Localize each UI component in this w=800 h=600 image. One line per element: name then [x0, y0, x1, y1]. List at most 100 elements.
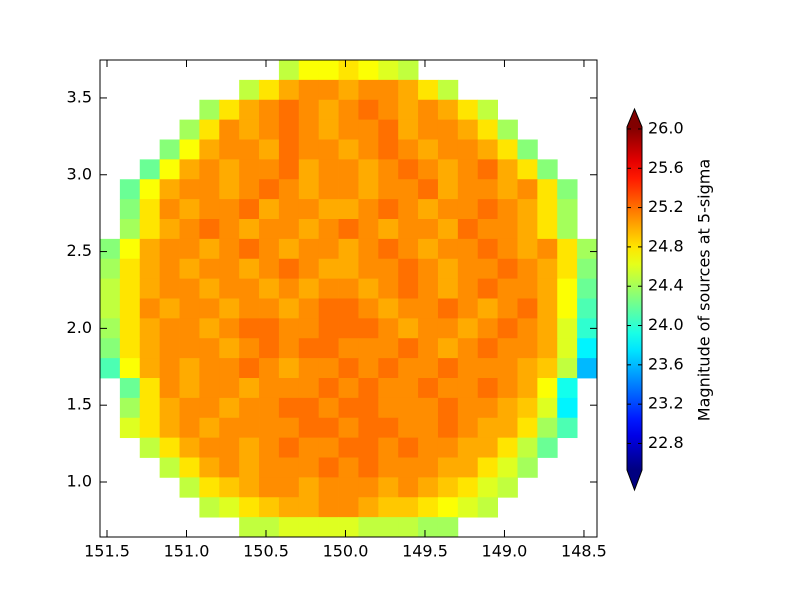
cell [418, 139, 439, 160]
cell [159, 318, 180, 339]
cell [298, 179, 320, 200]
cell [358, 159, 379, 180]
cell [497, 437, 518, 458]
cell [358, 60, 379, 81]
cell [259, 99, 280, 121]
cell [557, 338, 578, 359]
cell [437, 497, 459, 518]
cell [577, 258, 598, 280]
cell [398, 457, 419, 478]
cell [437, 338, 459, 359]
cell [477, 457, 498, 478]
cell [457, 378, 479, 399]
cell [159, 159, 180, 180]
cell [318, 437, 339, 458]
cell [378, 358, 399, 379]
cell [278, 417, 300, 439]
cell [219, 238, 240, 260]
cell [497, 477, 518, 498]
heatmap-cells [100, 60, 598, 538]
cell [278, 60, 300, 81]
cell [278, 358, 300, 379]
cell [278, 219, 300, 240]
cell [517, 437, 538, 458]
cell [338, 437, 359, 458]
cell [199, 338, 220, 359]
cell [139, 358, 161, 379]
cell [159, 258, 180, 280]
cell [278, 457, 300, 478]
cell [437, 179, 459, 200]
cell [477, 338, 498, 359]
cell [437, 457, 459, 478]
x-tick-label: 150.0 [323, 542, 369, 561]
cell [239, 358, 260, 379]
cell [179, 318, 200, 339]
cell [477, 199, 498, 220]
cell [437, 358, 459, 379]
cell [517, 139, 538, 160]
cell [100, 358, 121, 379]
cell [537, 358, 558, 379]
cell [358, 119, 379, 140]
cell [398, 437, 419, 458]
cell [259, 477, 280, 498]
cell [179, 417, 200, 439]
cell [358, 139, 379, 160]
cell [318, 199, 339, 220]
cell [318, 238, 339, 260]
cell [378, 99, 399, 121]
cell [199, 298, 220, 319]
cell [358, 497, 379, 518]
cell [298, 258, 320, 280]
cell [179, 298, 200, 319]
cell [139, 298, 161, 319]
cell [139, 238, 161, 260]
cell [219, 219, 240, 240]
cell [577, 238, 598, 260]
cell [159, 437, 180, 458]
cell [199, 397, 220, 419]
cell [239, 417, 260, 439]
cell [259, 517, 280, 538]
cell [457, 477, 479, 498]
cell [577, 338, 598, 359]
cell [358, 517, 379, 538]
cell [338, 179, 359, 200]
cell [139, 378, 161, 399]
cell [517, 199, 538, 220]
cell [398, 358, 419, 379]
cell [278, 79, 300, 101]
cell [159, 179, 180, 200]
cell [259, 278, 280, 299]
cell [398, 238, 419, 260]
cell [557, 378, 578, 399]
cell [557, 278, 578, 299]
cell [437, 139, 459, 160]
cell [318, 318, 339, 339]
cell [398, 497, 419, 518]
cell [557, 298, 578, 319]
cell [338, 338, 359, 359]
cell [159, 238, 180, 260]
cell [537, 179, 558, 200]
cell [477, 278, 498, 299]
cell [219, 497, 240, 518]
cell [119, 199, 141, 220]
cell [358, 219, 379, 240]
cell [159, 298, 180, 319]
cell [139, 417, 161, 439]
cell [517, 358, 538, 379]
cell [477, 417, 498, 439]
cell [517, 397, 538, 419]
cell [278, 238, 300, 260]
cell [418, 159, 439, 180]
cell [497, 457, 518, 478]
cell [239, 79, 260, 101]
cell [437, 397, 459, 419]
cell [557, 258, 578, 280]
cell [259, 219, 280, 240]
cell [219, 457, 240, 478]
cell [437, 159, 459, 180]
x-tick-label: 151.5 [84, 542, 130, 561]
